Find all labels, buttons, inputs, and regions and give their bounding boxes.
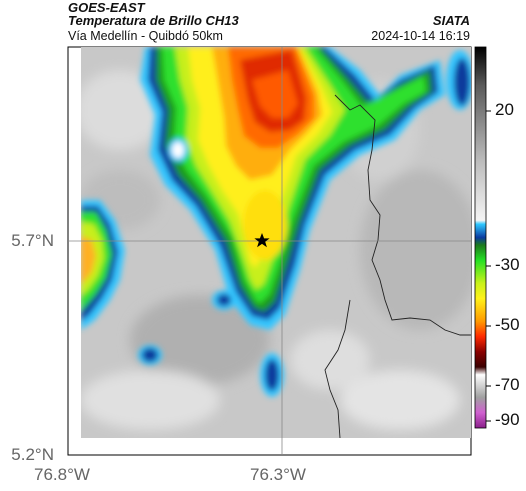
boundary-line-south xyxy=(324,299,351,438)
timestamp-label: 2024-10-14 16:19 xyxy=(371,29,470,43)
satellite-title: GOES-EAST xyxy=(68,0,145,15)
colorbar-ticks xyxy=(486,110,491,422)
boundary-line xyxy=(334,94,471,336)
route-subtitle: Vía Medellín - Quibdó 50km xyxy=(68,29,223,43)
brightness-field xyxy=(81,47,471,438)
star-icon xyxy=(254,233,270,248)
lon-label-76-3: 76.3°W xyxy=(250,465,306,484)
agency-label: SIATA xyxy=(432,13,470,28)
colorbar xyxy=(474,46,487,429)
colorbar-label-minus90: -90 xyxy=(495,410,520,429)
lat-label-5-7: 5.7°N xyxy=(11,231,54,250)
product-title: Temperatura de Brillo CH13 xyxy=(68,13,239,28)
lat-label-5-2: 5.2°N xyxy=(11,445,54,464)
colorbar-label-minus70: -70 xyxy=(495,375,520,394)
colorbar-label-minus50: -50 xyxy=(495,315,520,334)
lon-label-76-8: 76.8°W xyxy=(34,465,90,484)
colorbar-label-20: 20 xyxy=(495,100,514,119)
colorbar-label-minus30: -30 xyxy=(495,255,520,274)
